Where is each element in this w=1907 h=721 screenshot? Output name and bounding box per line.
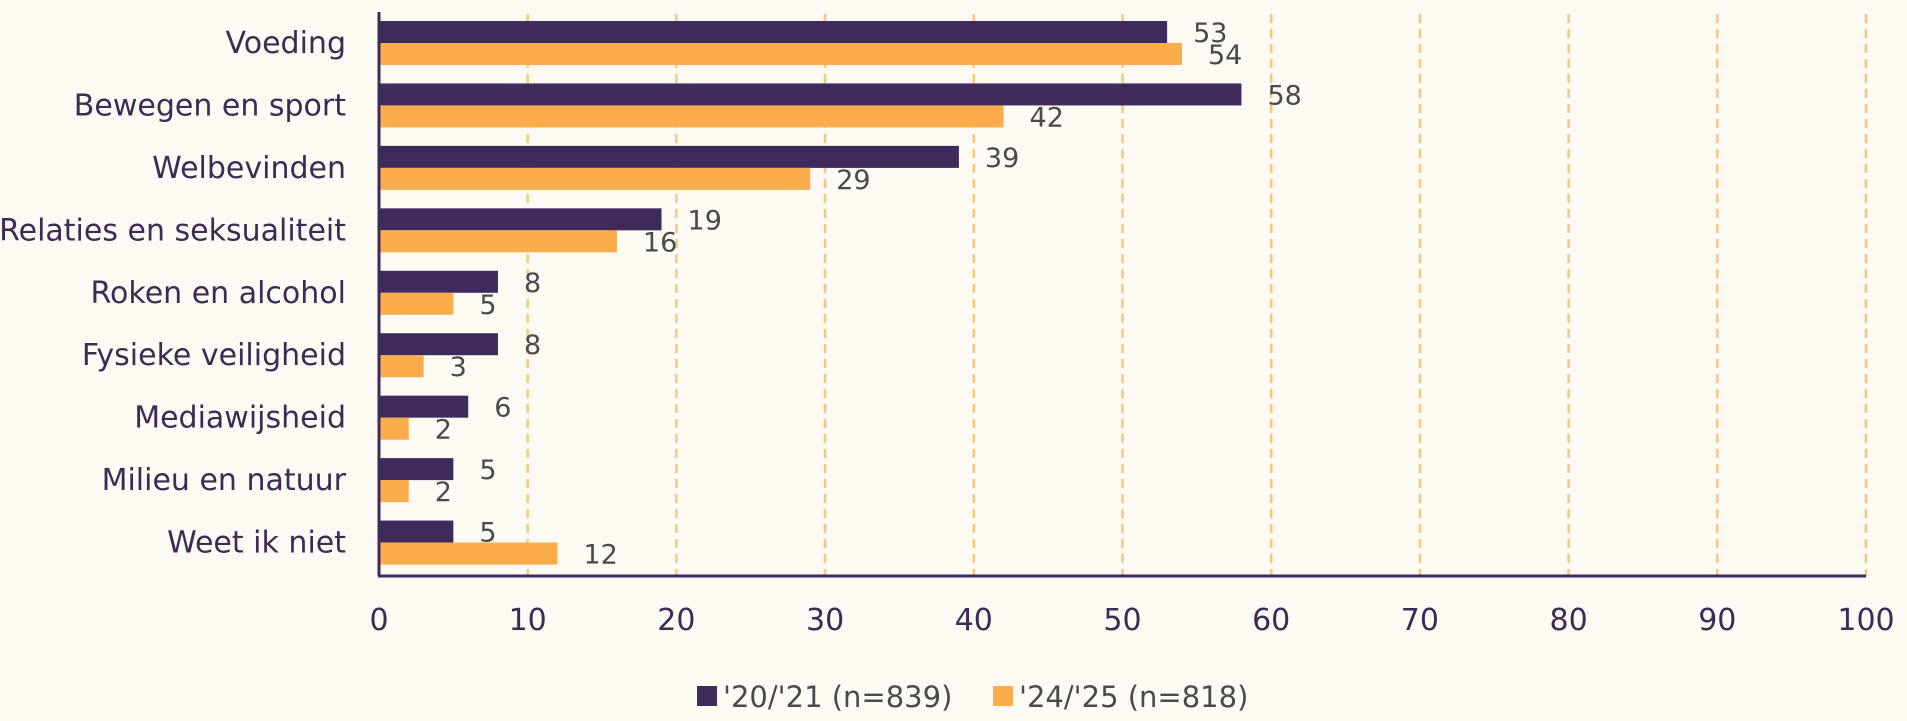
x-tick-label: 100 — [1837, 603, 1894, 638]
data-label: 2 — [435, 477, 452, 508]
data-label: 2 — [435, 415, 452, 446]
x-tick-label: 60 — [1252, 603, 1290, 638]
category-label: Weet ik niet — [167, 526, 346, 561]
bar — [379, 480, 409, 503]
data-label: 58 — [1267, 80, 1301, 111]
data-label: 39 — [985, 143, 1019, 174]
data-label: 16 — [643, 227, 677, 258]
bar — [379, 333, 498, 356]
data-label: 8 — [524, 330, 541, 361]
category-label: Roken en alcohol — [91, 276, 346, 311]
data-label: 5 — [479, 290, 496, 321]
data-label: 29 — [836, 165, 870, 196]
x-tick-label: 30 — [806, 603, 844, 638]
legend-swatch — [993, 686, 1013, 706]
bar — [379, 43, 1182, 65]
category-label: Milieu en natuur — [102, 463, 347, 498]
x-tick-label: 80 — [1550, 603, 1588, 638]
data-label: 6 — [494, 393, 511, 424]
category-label: Voeding — [226, 26, 346, 61]
bar — [379, 292, 454, 315]
legend-label: '24/'25 (n=818) — [1019, 680, 1248, 714]
bar — [379, 21, 1168, 43]
category-label: Mediawijsheid — [134, 401, 346, 436]
tick-labels: 0 10 20 30 40 50 60 70 80 90 100 — [369, 603, 1894, 638]
x-tick-label: 70 — [1401, 603, 1439, 638]
data-label: 3 — [450, 352, 467, 383]
x-tick-label: 90 — [1698, 603, 1736, 638]
bars — [379, 21, 1242, 565]
category-label: Fysieke veiligheid — [82, 338, 346, 373]
bar — [379, 208, 662, 231]
data-label: 19 — [688, 205, 722, 236]
bar — [379, 542, 558, 565]
data-label: 53 — [1193, 18, 1227, 49]
x-tick-label: 20 — [657, 603, 695, 638]
bar — [379, 417, 409, 440]
data-label: 5 — [479, 518, 496, 549]
x-tick-label: 10 — [509, 603, 547, 638]
bar — [379, 167, 811, 190]
bar — [379, 230, 617, 253]
data-label: 12 — [583, 540, 617, 571]
bar — [379, 395, 469, 418]
bar — [379, 145, 959, 168]
data-label: 5 — [479, 455, 496, 486]
axes — [377, 12, 1866, 578]
bar — [379, 520, 454, 543]
bar — [379, 458, 454, 481]
category-label: Welbevinden — [152, 151, 346, 186]
data-label: 42 — [1030, 102, 1064, 133]
x-tick-label: 0 — [369, 603, 388, 638]
data-label: 8 — [524, 268, 541, 299]
bar — [379, 270, 498, 293]
bar — [379, 105, 1004, 128]
bar — [379, 83, 1242, 106]
category-label: Relaties en seksualiteit — [0, 213, 346, 248]
legend-label: '20/'21 (n=839) — [723, 680, 952, 714]
data-label: 54 — [1208, 40, 1242, 71]
category-labels: Voeding Bewegen en sport Welbevinden Relati… — [0, 26, 347, 561]
category-label: Bewegen en sport — [74, 88, 346, 123]
x-tick-label: 40 — [955, 603, 993, 638]
x-tick-label: 50 — [1103, 603, 1141, 638]
legend: '20/'21 (n=839) '24/'25 (n=818) — [697, 680, 1248, 714]
legend-swatch — [697, 686, 717, 706]
bar — [379, 355, 424, 378]
